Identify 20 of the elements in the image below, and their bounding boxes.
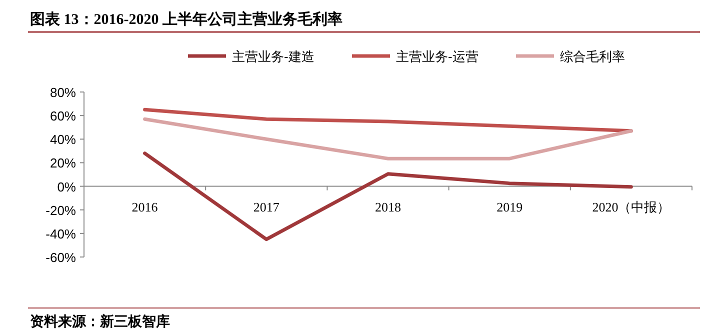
- y-tick-label: 40%: [50, 132, 76, 148]
- legend-label: 主营业务-建造: [232, 49, 314, 64]
- y-tick-label: -40%: [46, 226, 76, 242]
- text: 资料来源：新三板智库: [30, 313, 170, 330]
- y-tick-label: -20%: [46, 202, 76, 218]
- legend-label: 综合毛利率: [560, 49, 625, 64]
- x-tick-label: 2018: [375, 199, 401, 214]
- y-tick-label: 20%: [50, 156, 76, 171]
- x-tick-label: 2017: [253, 199, 280, 214]
- x-tick-label: 2016: [132, 199, 158, 214]
- y-tick-label: 80%: [50, 85, 76, 100]
- line-series: [143, 117, 633, 160]
- y-tick-label: 60%: [50, 108, 76, 124]
- legend-label: 主营业务-运营: [396, 49, 478, 64]
- line-series: [143, 108, 633, 133]
- y-tick-label: -60%: [46, 250, 76, 265]
- x-tick-label: 2019: [496, 199, 523, 214]
- x-tick-label: 2020（中报）: [592, 199, 670, 214]
- chart-title: 图表 13：2016-2020 上半年公司主营业务毛利率: [30, 10, 342, 28]
- y-tick-label: 0%: [57, 179, 76, 194]
